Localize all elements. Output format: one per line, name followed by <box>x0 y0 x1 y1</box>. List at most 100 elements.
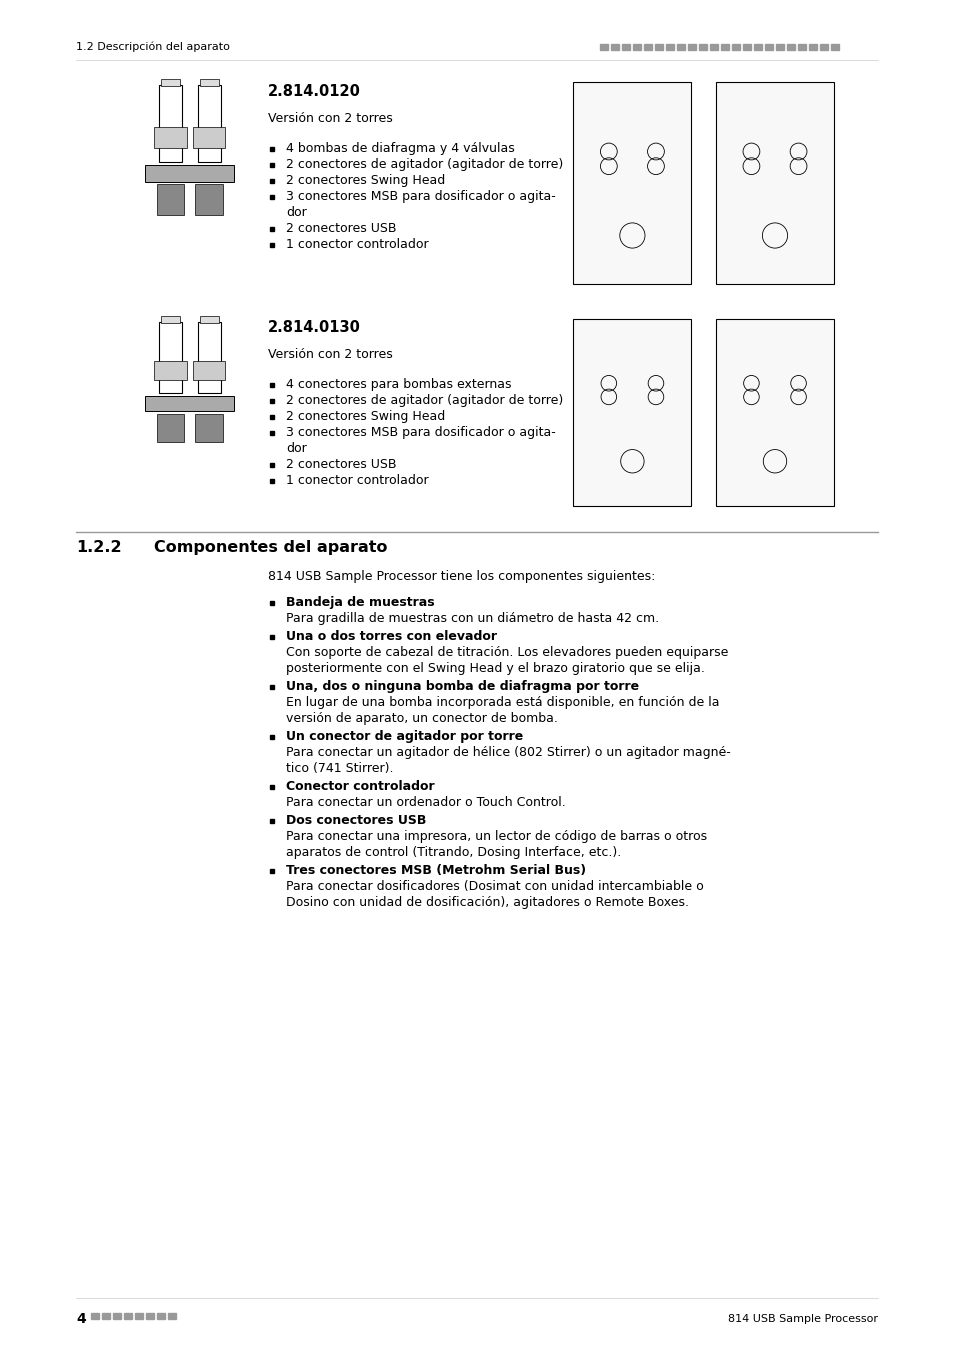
Bar <box>699 45 706 50</box>
Text: 814 USB Sample Processor tiene los componentes siguientes:: 814 USB Sample Processor tiene los compo… <box>268 570 655 583</box>
Bar <box>599 45 607 50</box>
Text: 1.2.2: 1.2.2 <box>76 540 121 555</box>
Text: Para conectar una impresora, un lector de código de barras o otros: Para conectar una impresora, un lector d… <box>286 830 706 842</box>
Bar <box>655 45 662 50</box>
Text: Para conectar dosificadores (Dosimat con unidad intercambiable o: Para conectar dosificadores (Dosimat con… <box>286 880 703 892</box>
Bar <box>154 127 187 148</box>
Bar <box>270 194 274 198</box>
Text: 4: 4 <box>76 1312 86 1326</box>
Bar <box>124 1314 132 1319</box>
Text: Un conector de agitador por torre: Un conector de agitador por torre <box>286 730 522 742</box>
Bar <box>677 45 684 50</box>
Bar <box>112 1314 121 1319</box>
Bar <box>195 185 223 215</box>
Bar <box>633 45 640 50</box>
Bar <box>786 45 794 50</box>
Bar <box>145 396 234 412</box>
Bar <box>156 414 184 443</box>
Text: 2 conectores de agitador (agitador de torre): 2 conectores de agitador (agitador de to… <box>286 394 562 406</box>
Text: aparatos de control (Titrando, Dosing Interface, etc.).: aparatos de control (Titrando, Dosing In… <box>286 846 620 859</box>
Text: Para conectar un agitador de hélice (802 Stirrer) o un agitador magné-: Para conectar un agitador de hélice (802… <box>286 747 730 759</box>
Text: Versión con 2 torres: Versión con 2 torres <box>268 348 393 360</box>
Text: 1.2 Descripción del aparato: 1.2 Descripción del aparato <box>76 42 230 53</box>
Text: 2.814.0130: 2.814.0130 <box>268 320 360 335</box>
Bar <box>270 163 274 167</box>
Bar <box>709 45 718 50</box>
Bar <box>102 1314 110 1319</box>
Bar <box>742 45 750 50</box>
Text: 814 USB Sample Processor: 814 USB Sample Processor <box>727 1314 877 1324</box>
Text: Dosino con unidad de dosificación), agitadores o Remote Boxes.: Dosino con unidad de dosificación), agit… <box>286 896 688 909</box>
Bar <box>775 45 783 50</box>
Bar <box>270 180 274 184</box>
Bar <box>270 383 274 387</box>
Bar <box>91 1314 99 1319</box>
Bar <box>687 45 696 50</box>
Bar <box>753 45 761 50</box>
Text: versión de aparato, un conector de bomba.: versión de aparato, un conector de bomba… <box>286 711 558 725</box>
Bar <box>195 414 223 443</box>
Bar <box>161 316 179 323</box>
Text: 2.814.0120: 2.814.0120 <box>268 84 360 99</box>
Text: Para conectar un ordenador o Touch Control.: Para conectar un ordenador o Touch Contr… <box>286 796 565 809</box>
Bar <box>270 684 274 688</box>
Text: Tres conectores MSB (Metrohm Serial Bus): Tres conectores MSB (Metrohm Serial Bus) <box>286 864 585 878</box>
Bar <box>830 45 838 50</box>
Bar <box>197 85 220 162</box>
Bar <box>797 45 805 50</box>
Bar <box>135 1314 143 1319</box>
Bar <box>270 869 274 873</box>
Text: En lugar de una bomba incorporada está disponible, en función de la: En lugar de una bomba incorporada está d… <box>286 697 719 709</box>
Text: 4 conectores para bombas externas: 4 conectores para bombas externas <box>286 378 511 392</box>
Text: 2 conectores USB: 2 conectores USB <box>286 458 396 471</box>
Text: dor: dor <box>286 441 307 455</box>
Bar <box>193 127 225 148</box>
Text: tico (741 Stirrer).: tico (741 Stirrer). <box>286 761 393 775</box>
Text: Dos conectores USB: Dos conectores USB <box>286 814 426 828</box>
Text: Para gradilla de muestras con un diámetro de hasta 42 cm.: Para gradilla de muestras con un diámetr… <box>286 612 659 625</box>
Bar <box>270 784 274 788</box>
Bar <box>573 319 691 506</box>
Text: 3 conectores MSB para dosificador o agita-: 3 conectores MSB para dosificador o agit… <box>286 427 556 439</box>
Text: 2 conectores de agitador (agitador de torre): 2 conectores de agitador (agitador de to… <box>286 158 562 171</box>
Text: posteriormente con el Swing Head y el brazo giratorio que se elija.: posteriormente con el Swing Head y el br… <box>286 662 704 675</box>
Text: 1 conector controlador: 1 conector controlador <box>286 474 428 487</box>
Text: 3 conectores MSB para dosificador o agita-: 3 conectores MSB para dosificador o agit… <box>286 190 556 202</box>
Bar <box>643 45 651 50</box>
Text: Con soporte de cabezal de titración. Los elevadores pueden equiparse: Con soporte de cabezal de titración. Los… <box>286 647 727 659</box>
Bar <box>270 147 274 151</box>
Bar <box>159 85 182 162</box>
Bar <box>270 634 274 639</box>
Bar <box>270 431 274 435</box>
Bar <box>193 360 225 379</box>
Bar <box>157 1314 165 1319</box>
Bar <box>820 45 827 50</box>
Bar <box>270 400 274 404</box>
Text: 1 conector controlador: 1 conector controlador <box>286 238 428 251</box>
Bar <box>159 321 182 393</box>
Bar <box>610 45 618 50</box>
Bar <box>731 45 740 50</box>
Bar <box>716 319 833 506</box>
Bar <box>270 414 274 418</box>
Bar <box>720 45 728 50</box>
Text: Bandeja de muestras: Bandeja de muestras <box>286 595 435 609</box>
Bar <box>154 360 187 379</box>
Bar <box>145 165 234 182</box>
Bar <box>161 80 179 86</box>
Bar <box>270 601 274 605</box>
Text: dor: dor <box>286 207 307 219</box>
Bar <box>146 1314 153 1319</box>
Bar <box>200 80 218 86</box>
Bar <box>270 243 274 247</box>
Text: Una o dos torres con elevador: Una o dos torres con elevador <box>286 630 497 643</box>
Bar <box>573 82 691 284</box>
Bar <box>808 45 816 50</box>
Bar <box>665 45 673 50</box>
Bar <box>621 45 629 50</box>
Text: Una, dos o ninguna bomba de diafragma por torre: Una, dos o ninguna bomba de diafragma po… <box>286 680 639 693</box>
Bar <box>764 45 772 50</box>
Bar <box>197 321 220 393</box>
Text: 2 conectores USB: 2 conectores USB <box>286 221 396 235</box>
Text: Conector controlador: Conector controlador <box>286 780 435 792</box>
